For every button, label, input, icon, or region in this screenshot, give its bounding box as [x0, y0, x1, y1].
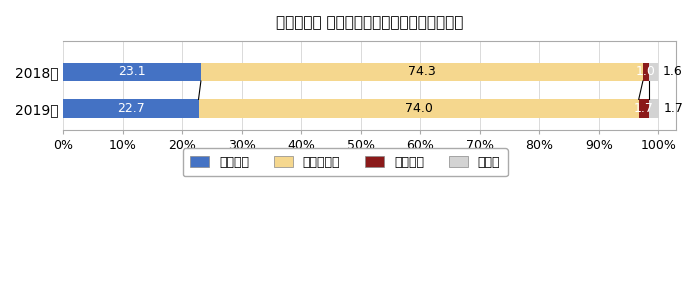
Bar — [638, 99, 649, 118]
Text: 74.0: 74.0 — [405, 102, 433, 115]
Text: 1.6: 1.6 — [663, 66, 682, 78]
Legend: 増えそう, 変わらない, 減りそう, 無回答: 増えそう, 変わらない, 減りそう, 無回答 — [183, 148, 508, 176]
Text: 74.3: 74.3 — [408, 66, 436, 78]
Bar — [64, 99, 199, 118]
Text: 1.7: 1.7 — [634, 102, 654, 115]
Bar — [649, 99, 659, 118]
Bar — [201, 63, 643, 81]
Bar — [643, 63, 649, 81]
Title: 健康管理・ 体力維持に使うお金の今後の増減: 健康管理・ 体力維持に使うお金の今後の増減 — [276, 15, 463, 30]
Text: 1.7: 1.7 — [664, 102, 684, 115]
Bar — [64, 63, 201, 81]
Text: 22.7: 22.7 — [117, 102, 145, 115]
Bar — [199, 99, 638, 118]
Text: 23.1: 23.1 — [118, 66, 146, 78]
Bar — [649, 63, 658, 81]
Text: 1.0: 1.0 — [636, 66, 656, 78]
